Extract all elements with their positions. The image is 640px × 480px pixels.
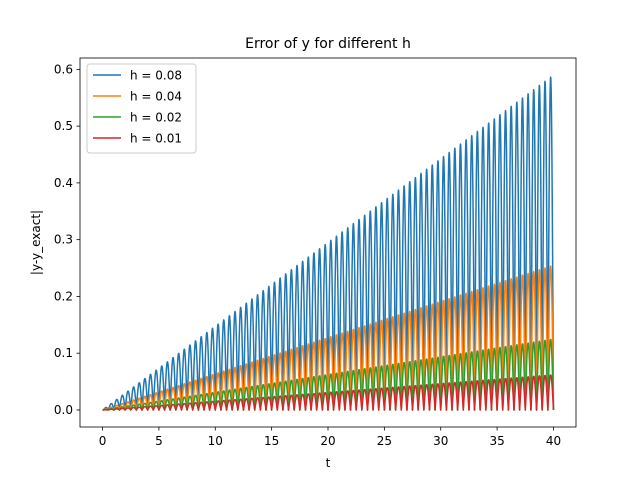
legend: h = 0.08 h = 0.04 h = 0.02 h = 0.01 (86, 63, 197, 154)
legend-entry-label: h = 0.04 (130, 90, 182, 104)
x-tick-label: 25 (377, 434, 392, 448)
x-tick-label: 20 (320, 434, 335, 448)
x-tick-label: 30 (433, 434, 448, 448)
legend-box (86, 63, 197, 154)
y-tick-label: 0.4 (54, 176, 73, 190)
y-tick-label: 0.6 (54, 62, 73, 76)
x-tick-label: 10 (208, 434, 223, 448)
legend-entry-label: h = 0.01 (130, 132, 182, 146)
chart-title: Error of y for different h (245, 36, 411, 52)
x-tick-label: 5 (155, 434, 163, 448)
legend-entry-label: h = 0.08 (130, 69, 182, 83)
x-tick-label: 0 (99, 434, 107, 448)
x-axis: 0 5 10 15 20 25 30 35 40 (99, 427, 561, 448)
x-tick-label: 15 (264, 434, 279, 448)
y-axis: 0.0 0.1 0.2 0.3 0.4 0.5 0.6 (54, 62, 80, 417)
x-axis-title: t (326, 456, 331, 470)
y-tick-label: 0.1 (54, 346, 73, 360)
y-tick-label: 0.5 (54, 119, 73, 133)
y-tick-label: 0.0 (54, 403, 73, 417)
plot-lines (101, 76, 555, 411)
x-tick-label: 40 (546, 434, 561, 448)
x-tick-label: 35 (489, 434, 504, 448)
y-tick-label: 0.3 (54, 233, 73, 247)
legend-entry-label: h = 0.02 (130, 111, 182, 125)
y-axis-title: |y-y_exact| (29, 210, 43, 275)
y-tick-label: 0.2 (54, 289, 73, 303)
series-line-4 (101, 374, 555, 411)
